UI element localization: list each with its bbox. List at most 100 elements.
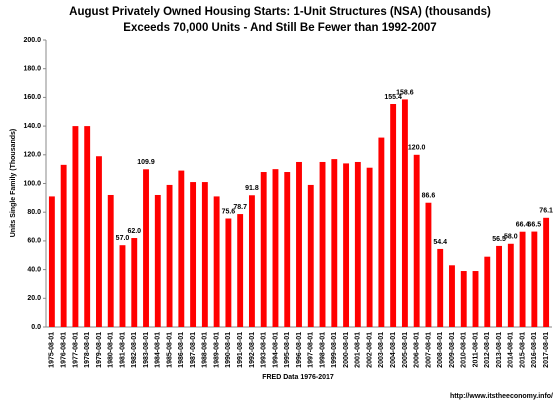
data-label: 109.9 bbox=[137, 159, 155, 166]
x-tick-label: 1981-08-01 bbox=[119, 332, 126, 368]
bar bbox=[519, 231, 526, 327]
bar bbox=[425, 202, 432, 327]
y-tick-label: 120.0 bbox=[23, 152, 41, 159]
x-tick-label: 2012-08-01 bbox=[484, 332, 491, 368]
x-tick-label: 1996-08-01 bbox=[296, 332, 303, 368]
data-label: 76.1 bbox=[539, 208, 553, 215]
bar bbox=[201, 182, 208, 327]
source: http://www.itstheeconomy.info/ bbox=[450, 393, 553, 400]
bar bbox=[354, 161, 361, 327]
bar bbox=[248, 195, 255, 327]
bar bbox=[319, 161, 326, 327]
x-tick-label: 1984-08-01 bbox=[155, 332, 162, 368]
bar bbox=[107, 194, 114, 327]
x-tick-label: 2017-08-01 bbox=[543, 332, 550, 368]
bar bbox=[366, 167, 373, 327]
bar bbox=[166, 184, 173, 327]
x-tick-label: 2001-08-01 bbox=[355, 332, 362, 368]
chart-subtitle: Exceeds 70,000 Units - And Still Be Fewe… bbox=[123, 22, 436, 34]
bar bbox=[96, 156, 102, 327]
data-label: 86.6 bbox=[422, 193, 436, 200]
x-tick-label: 1978-08-01 bbox=[84, 332, 91, 368]
x-tick-label: 2011-08-01 bbox=[472, 332, 479, 368]
x-tick-label: 1982-08-01 bbox=[131, 332, 138, 368]
y-tick-label: 60.0 bbox=[27, 238, 41, 245]
bar bbox=[143, 169, 149, 327]
data-label: 78.7 bbox=[233, 204, 247, 211]
bar bbox=[154, 194, 161, 327]
x-tick-label: 2005-08-01 bbox=[402, 332, 409, 368]
y-tick-label: 200.0 bbox=[23, 37, 41, 44]
x-tick-label: 2016-08-01 bbox=[531, 332, 538, 368]
x-tick-label: 2014-08-01 bbox=[508, 332, 515, 368]
data-label: 91.8 bbox=[245, 185, 259, 192]
bar bbox=[507, 243, 514, 327]
x-tick-label: 1980-08-01 bbox=[108, 332, 115, 368]
x-tick-label: 1979-08-01 bbox=[96, 332, 103, 368]
bar bbox=[178, 170, 185, 327]
x-tick-label: 2006-08-01 bbox=[414, 332, 421, 368]
data-label: 54.4 bbox=[433, 239, 447, 246]
x-tick-label: 2008-08-01 bbox=[437, 332, 444, 368]
x-tick-label: 1977-08-01 bbox=[72, 332, 79, 368]
data-label: 75.6 bbox=[222, 208, 236, 215]
y-tick-label: 40.0 bbox=[27, 266, 41, 273]
y-axis-label: Units Single Family (Thousands) bbox=[10, 129, 17, 238]
y-tick-label: 140.0 bbox=[23, 123, 41, 130]
data-label: 155.4 bbox=[384, 94, 402, 101]
x-tick-label: 1989-08-01 bbox=[213, 332, 220, 368]
data-label: 58.0 bbox=[504, 234, 518, 241]
x-tick-label: 2003-08-01 bbox=[378, 332, 385, 368]
x-tick-label: 1995-08-01 bbox=[284, 332, 291, 368]
bar bbox=[543, 217, 550, 327]
bar bbox=[190, 182, 197, 327]
chart-title: August Privately Owned Housing Starts: 1… bbox=[69, 6, 491, 18]
x-tick-label: 1997-08-01 bbox=[308, 332, 315, 368]
x-tick-label: 1985-08-01 bbox=[166, 332, 173, 368]
x-tick-label: 1975-08-01 bbox=[49, 332, 56, 368]
y-tick-label: 80.0 bbox=[27, 209, 41, 216]
x-tick-label: 1986-08-01 bbox=[178, 332, 185, 368]
data-label: 57.0 bbox=[116, 235, 130, 242]
bar bbox=[331, 159, 338, 327]
x-tick-label: 2002-08-01 bbox=[366, 332, 373, 368]
bar bbox=[343, 163, 350, 327]
x-tick-label: 1999-08-01 bbox=[331, 332, 338, 368]
bar bbox=[449, 265, 455, 327]
bar bbox=[284, 172, 291, 327]
bar bbox=[460, 271, 467, 327]
data-label: 120.0 bbox=[408, 145, 426, 152]
bar bbox=[296, 161, 302, 327]
data-label: 66.5 bbox=[528, 221, 542, 228]
bar bbox=[496, 245, 502, 327]
x-tick-label: 1998-08-01 bbox=[319, 332, 326, 368]
bar bbox=[413, 154, 420, 327]
bar bbox=[472, 271, 479, 327]
x-tick-label: 2009-08-01 bbox=[449, 332, 456, 368]
x-tick-label: 2000-08-01 bbox=[343, 332, 350, 368]
x-tick-label: 1993-08-01 bbox=[261, 332, 268, 368]
x-tick-label: 2007-08-01 bbox=[425, 332, 432, 368]
bar bbox=[237, 214, 244, 327]
x-tick-label: 1992-08-01 bbox=[249, 332, 256, 368]
x-tick-label: 1983-08-01 bbox=[143, 332, 150, 368]
x-tick-label: 1976-08-01 bbox=[60, 332, 67, 368]
bar bbox=[378, 137, 385, 327]
bar bbox=[390, 104, 397, 327]
bar bbox=[84, 126, 91, 327]
bar bbox=[60, 164, 67, 327]
y-tick-label: 100.0 bbox=[23, 180, 41, 187]
x-tick-label: 2013-08-01 bbox=[496, 332, 503, 368]
bar bbox=[484, 256, 491, 327]
x-axis-label: FRED Data 1976-2017 bbox=[262, 374, 334, 381]
x-tick-label: 1994-08-01 bbox=[272, 332, 279, 368]
x-tick-label: 1988-08-01 bbox=[202, 332, 209, 368]
bar bbox=[401, 99, 408, 327]
data-label: 66.4 bbox=[516, 222, 530, 229]
bar bbox=[72, 126, 79, 327]
y-tick-label: 0.0 bbox=[31, 324, 41, 331]
bar bbox=[437, 248, 444, 327]
x-tick-label: 1987-08-01 bbox=[190, 332, 197, 368]
y-tick-label: 160.0 bbox=[23, 94, 41, 101]
bar bbox=[531, 231, 538, 327]
